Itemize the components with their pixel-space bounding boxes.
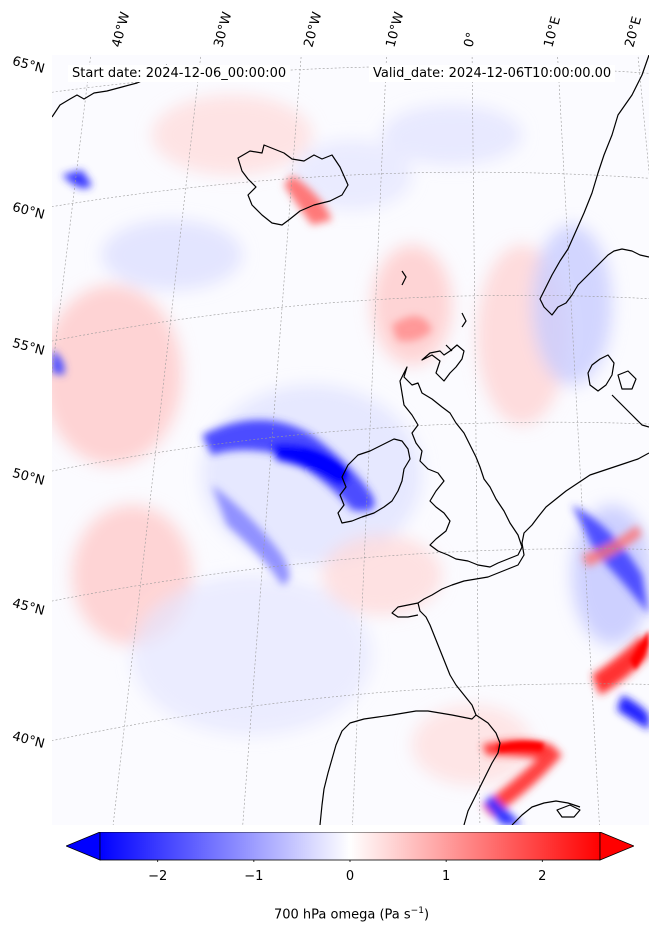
coast-ireland — [337, 438, 411, 524]
colorbar-extend-high — [599, 832, 634, 861]
lon-tick-label: 20°E — [622, 14, 646, 50]
valid-date-label: Valid_date: 2024-12-06T10:00:00.00 — [369, 65, 616, 82]
colorbar-tick-label: 1 — [442, 869, 451, 884]
lon-tick-label: 20°W — [301, 10, 326, 49]
colorbar-title-end: ) — [423, 907, 430, 923]
colorbar-tickmarks — [157, 860, 543, 862]
coast-iberia-east — [463, 714, 501, 825]
colorbar — [66, 832, 634, 862]
colorbar-extend-low — [66, 832, 101, 861]
start-date-label: Start date: 2024-12-06_00:00:00 — [68, 65, 291, 82]
lon-tick-label: 30°W — [211, 10, 236, 49]
colorbar-gradient — [99, 832, 601, 861]
colorbar-tick-label: 0 — [345, 869, 355, 884]
coast-baltic — [611, 394, 649, 428]
lat-tick-label: 55°N — [10, 336, 47, 359]
colorbar-tick-label: 2 — [538, 869, 547, 884]
coast-brittany — [391, 602, 419, 618]
coast-med — [511, 800, 581, 825]
lat-tick-label: 65°N — [10, 54, 47, 77]
lon-tick-label: 10°W — [383, 10, 408, 49]
lon-tick-label: 0° — [461, 30, 480, 49]
lat-tick-label: 50°N — [10, 466, 47, 489]
colorbar-tick-label: −2 — [148, 869, 168, 884]
omega-field-features — [52, 170, 649, 825]
colorbar-tick-label: −1 — [244, 869, 264, 884]
colorbar-title-text: 700 hPa omega (Pa s — [273, 907, 411, 923]
colorbar-title-sup: −1 — [410, 906, 424, 916]
lat-tick-label: 60°N — [10, 200, 47, 223]
map-panel — [52, 55, 649, 825]
omega-field-cores — [300, 450, 649, 752]
lon-tick-label: 10°E — [541, 14, 565, 50]
lat-tick-label: 40°N — [10, 729, 47, 752]
colorbar-title: 700 hPa omega (Pa s−1) — [0, 906, 659, 922]
coast-europe — [319, 452, 649, 825]
coast-denmark — [587, 354, 637, 392]
coast-iceland — [237, 144, 349, 226]
omega-map — [52, 55, 649, 825]
lat-tick-label: 45°N — [10, 596, 47, 619]
coast-great-britain — [399, 344, 523, 568]
graticule — [52, 55, 649, 825]
coast-scandinavia — [539, 55, 649, 316]
lon-tick-label: 40°W — [109, 10, 134, 49]
